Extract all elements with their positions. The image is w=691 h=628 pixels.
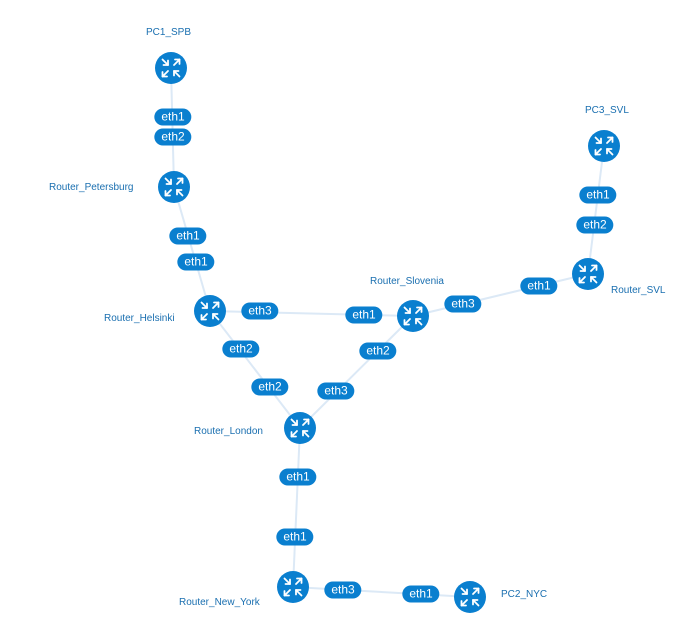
node-router-london[interactable] [283, 411, 317, 445]
node-pc3-svl[interactable] [587, 129, 621, 163]
router-icon [453, 580, 487, 614]
node-label-router-petersburg: Router_Petersburg [49, 182, 134, 193]
interface-badge-router-petersburg-eth2[interactable]: eth2 [154, 128, 192, 146]
link-router_new_york-pc2_nyc[interactable] [292, 586, 471, 598]
interface-badge-router-helsinki-eth2[interactable]: eth2 [222, 340, 260, 358]
link-pc1_spb-router_petersburg[interactable] [170, 67, 175, 188]
node-router-svl[interactable] [571, 257, 605, 291]
node-label-router-helsinki: Router_Helsinki [104, 313, 175, 324]
node-pc1-spb[interactable] [154, 51, 188, 85]
router-icon [587, 129, 621, 163]
node-label-pc3-svl: PC3_SVL [585, 105, 629, 116]
node-pc2-nyc[interactable] [453, 580, 487, 614]
link-router_slovenia-router_svl[interactable] [412, 273, 589, 317]
link-pc3_svl-router_svl[interactable] [587, 145, 605, 275]
interface-badge-router-svl-eth2[interactable]: eth2 [576, 216, 614, 234]
node-label-router-svl: Router_SVL [611, 285, 666, 296]
router-icon [157, 170, 191, 204]
node-router-new-york[interactable] [276, 570, 310, 604]
node-label-pc2-nyc: PC2_NYC [501, 589, 548, 600]
router-icon [276, 570, 310, 604]
interface-badge-router-slovenia-eth1[interactable]: eth1 [345, 306, 383, 324]
interface-badge-router-helsinki-eth1[interactable]: eth1 [177, 253, 215, 271]
link-router_slovenia-router_london[interactable] [299, 315, 414, 429]
node-label-pc1-spb: PC1_SPB [146, 27, 192, 38]
interface-badge-router-petersburg-eth1[interactable]: eth1 [169, 227, 207, 245]
interface-badge-router-new-york-eth1[interactable]: eth1 [276, 528, 314, 546]
node-router-petersburg[interactable] [157, 170, 191, 204]
node-router-helsinki[interactable] [193, 294, 227, 328]
interface-badge-router-london-eth3[interactable]: eth3 [317, 382, 355, 400]
router-icon [571, 257, 605, 291]
interface-badge-router-london-eth2[interactable]: eth2 [251, 378, 289, 396]
interface-badge-router-new-york-eth3[interactable]: eth3 [324, 581, 362, 599]
interface-badge-router-slovenia-eth3[interactable]: eth3 [444, 295, 482, 313]
link-router_london-router_new_york[interactable] [292, 427, 301, 588]
node-router-slovenia[interactable] [396, 299, 430, 333]
node-label-router-new-york: Router_New_York [179, 597, 260, 608]
interface-badge-router-helsinki-eth3[interactable]: eth3 [241, 302, 279, 320]
router-icon [154, 51, 188, 85]
interface-badge-router-london-eth1[interactable]: eth1 [279, 468, 317, 486]
interface-badge-pc1-spb-eth1[interactable]: eth1 [154, 108, 192, 126]
router-icon [396, 299, 430, 333]
interface-badge-router-slovenia-eth2[interactable]: eth2 [359, 342, 397, 360]
link-router_helsinki-router_london[interactable] [209, 310, 301, 429]
interface-badge-pc3-svl-eth1[interactable]: eth1 [579, 186, 617, 204]
interface-badge-router-svl-eth1[interactable]: eth1 [520, 277, 558, 295]
router-icon [193, 294, 227, 328]
node-label-router-london: Router_London [194, 426, 263, 437]
node-label-router-slovenia: Router_Slovenia [370, 276, 444, 287]
interface-badge-pc2-nyc-eth1[interactable]: eth1 [402, 585, 440, 603]
router-icon [283, 411, 317, 445]
link-router_petersburg-router_helsinki[interactable] [173, 186, 211, 312]
